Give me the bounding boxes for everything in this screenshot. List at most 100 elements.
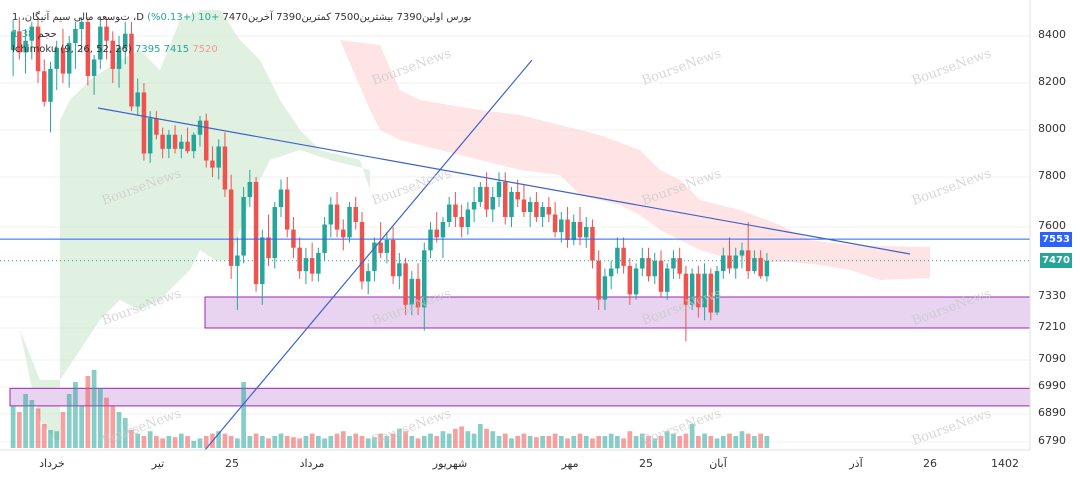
candle <box>608 260 614 290</box>
candle <box>66 36 72 88</box>
volume-bar <box>477 424 483 448</box>
volume-bar <box>409 436 415 448</box>
volume-bar <box>671 433 676 448</box>
horizontal-line-badge: 7553 <box>1040 232 1072 247</box>
candle <box>10 19 16 76</box>
candle <box>372 237 377 282</box>
candle-body <box>446 204 452 222</box>
candlesticks <box>10 17 770 342</box>
candle-body <box>409 278 415 305</box>
volume-bar <box>421 436 427 448</box>
candle-body <box>160 134 165 149</box>
candle-body <box>129 33 134 107</box>
volume-bar <box>708 436 714 448</box>
ichimoku-legend[interactable]: Ichimoku (9, 26, 52, 26) 7395 7415 7520 <box>12 44 218 55</box>
volume-bar <box>689 424 695 448</box>
open-value: 7390 <box>396 12 422 23</box>
price-tick-label: 8400 <box>1038 28 1066 41</box>
candle <box>540 202 545 227</box>
volume-bar <box>502 433 508 448</box>
candle-body <box>714 271 720 313</box>
price-tick-label: 6790 <box>1038 434 1066 447</box>
price-tick-label: 8200 <box>1038 75 1066 88</box>
candle <box>714 265 720 316</box>
candle <box>689 268 695 310</box>
volume-bar <box>347 436 352 448</box>
candle-body <box>621 247 626 266</box>
candle-body <box>540 207 545 217</box>
candle-body <box>297 247 302 272</box>
volume-bar <box>552 433 558 448</box>
candle <box>683 265 689 342</box>
volume-bar <box>122 418 128 448</box>
candle <box>154 111 159 140</box>
volume-bar <box>365 438 371 448</box>
volume-bar <box>633 436 639 448</box>
time-tick-label: ﺧﺮﺩﺍﺩ <box>39 457 65 470</box>
candle <box>228 174 234 279</box>
volume-bar <box>627 431 633 448</box>
candle <box>515 179 520 207</box>
volume-bar <box>216 431 222 448</box>
volume-bar <box>745 433 751 448</box>
candle-body <box>546 207 552 215</box>
volume-bar <box>203 436 209 448</box>
candle <box>185 127 190 154</box>
candle <box>241 187 246 264</box>
candle <box>397 252 402 290</box>
candle <box>203 113 209 168</box>
volume-bar <box>166 436 172 448</box>
candle-body <box>496 182 502 197</box>
volume-bar <box>97 388 103 448</box>
open-label: ﺍﻭﻟﯿﻦ <box>421 12 444 23</box>
ichimoku-value-3: 7520 <box>192 44 218 55</box>
volume-bar <box>546 436 552 448</box>
candle <box>764 252 770 282</box>
candle <box>284 177 290 238</box>
candle <box>48 61 53 133</box>
volume-legend: ﺣﺠﻢ 1.38 <box>12 29 57 40</box>
volume-bar <box>752 436 757 448</box>
candle-body <box>577 222 583 238</box>
candle <box>571 214 577 246</box>
ichimoku-value-1: 7395 <box>135 44 161 55</box>
candle-body <box>527 202 533 212</box>
volume-bar <box>328 436 334 448</box>
candle-body <box>48 68 53 102</box>
candle <box>110 31 116 83</box>
volume-bar <box>141 436 147 448</box>
candle-body <box>116 47 122 69</box>
symbol-header: 1 ،ﺕﻮﺳﻌﻪ ﻣﺎﻟﯽ ﺳﯿﻢ ﺁﻧﯿﮕﺎﻥ ،D ﺑﻮﺭﺱ ﺍﻭﻟﯿﻦ73… <box>12 12 471 23</box>
volume-bar <box>440 431 446 448</box>
candle <box>534 192 539 222</box>
volume-bar <box>29 400 35 448</box>
candle <box>266 214 271 266</box>
volume-bar <box>241 382 246 448</box>
volume-bar <box>110 406 116 448</box>
candle-body <box>733 255 738 269</box>
candle <box>646 247 651 282</box>
volume-bar <box>272 436 278 448</box>
candle-body <box>359 222 365 282</box>
candle-body <box>191 134 197 152</box>
volume-bar <box>390 433 396 448</box>
candle-body <box>328 204 334 225</box>
candle-body <box>253 182 259 285</box>
high-label: ﺑﯿﺸﺘﺮﯾﻦ <box>359 12 394 23</box>
candle-body <box>615 247 620 269</box>
candle <box>297 237 302 279</box>
volume-bar <box>135 433 141 448</box>
volume-bar <box>652 438 658 448</box>
candle <box>166 130 172 159</box>
volume-bar <box>683 433 689 448</box>
candle <box>583 217 589 248</box>
candle-body <box>390 239 396 277</box>
candle <box>91 54 97 95</box>
volume-bar <box>48 430 53 448</box>
candle-body <box>465 209 471 227</box>
volume-bar <box>359 436 365 448</box>
candle-body <box>197 120 203 135</box>
ichimoku-label: Ichimoku (9, 26, 52, 26) <box>12 44 132 55</box>
candle <box>403 258 408 316</box>
